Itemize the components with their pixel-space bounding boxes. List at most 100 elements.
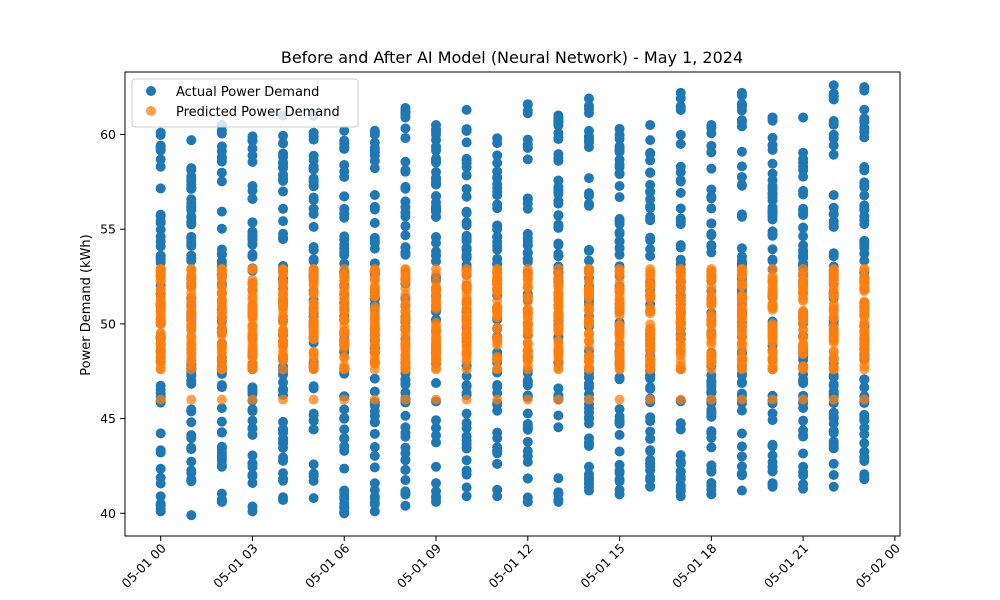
predicted-point: [614, 271, 625, 282]
actual-point: [400, 488, 411, 499]
actual-point: [828, 418, 839, 429]
predicted-point: [767, 292, 778, 303]
actual-point: [828, 428, 839, 439]
actual-point: [400, 379, 411, 390]
actual-point: [339, 424, 350, 435]
predicted-point: [400, 274, 411, 285]
actual-point: [186, 179, 197, 190]
predicted-point: [339, 352, 350, 363]
actual-point: [859, 429, 870, 440]
actual-point: [186, 219, 197, 230]
actual-point: [828, 190, 839, 201]
predicted-point: [461, 304, 472, 315]
actual-point: [706, 147, 717, 158]
predicted-point: [155, 328, 166, 339]
actual-point: [369, 204, 380, 215]
predicted-point: [859, 394, 870, 405]
predicted-point: [614, 302, 625, 313]
actual-point: [369, 150, 380, 161]
predicted-point: [186, 341, 197, 352]
actual-point: [767, 408, 778, 419]
actual-point: [216, 461, 227, 472]
predicted-point: [339, 326, 350, 337]
y-tick-label: 40: [100, 506, 116, 521]
actual-point: [645, 426, 656, 437]
predicted-point: [278, 364, 289, 375]
actual-point: [736, 179, 747, 190]
predicted-point: [308, 353, 319, 364]
actual-point: [522, 456, 533, 467]
actual-point: [798, 231, 809, 242]
x-tick-label: 05-01 15: [577, 541, 627, 591]
actual-point: [828, 90, 839, 101]
actual-point: [828, 208, 839, 219]
predicted-point: [247, 350, 258, 361]
predicted-point: [308, 329, 319, 340]
predicted-point: [767, 394, 778, 405]
actual-point: [247, 226, 258, 237]
predicted-point: [431, 269, 442, 280]
actual-point: [583, 461, 594, 472]
actual-point: [369, 416, 380, 427]
actual-point: [828, 248, 839, 259]
predicted-point: [247, 295, 258, 306]
actual-point: [614, 417, 625, 428]
actual-point: [522, 473, 533, 484]
actual-point: [736, 99, 747, 110]
predicted-point: [583, 268, 594, 279]
actual-point: [369, 462, 380, 473]
predicted-point: [216, 394, 227, 405]
actual-point: [431, 125, 442, 136]
actual-point: [522, 420, 533, 431]
predicted-point: [798, 315, 809, 326]
y-tick-label: 45: [100, 411, 116, 426]
predicted-point: [614, 286, 625, 297]
actual-point: [645, 147, 656, 158]
actual-point: [339, 191, 350, 202]
actual-point: [186, 171, 197, 182]
actual-point: [278, 138, 289, 149]
predicted-point: [798, 291, 809, 302]
predicted-point: [553, 362, 564, 373]
predicted-point: [645, 269, 656, 280]
predicted-point: [278, 293, 289, 304]
predicted-point: [400, 360, 411, 371]
actual-point: [216, 427, 227, 438]
actual-point: [308, 192, 319, 203]
predicted-point: [155, 339, 166, 350]
predicted-point: [675, 363, 686, 374]
predicted-point: [400, 333, 411, 344]
predicted-point: [798, 349, 809, 360]
actual-point: [645, 187, 656, 198]
actual-point: [308, 383, 319, 394]
predicted-point: [155, 284, 166, 295]
actual-point: [369, 373, 380, 384]
actual-point: [339, 463, 350, 474]
actual-point: [828, 441, 839, 452]
predicted-point: [369, 318, 380, 329]
chart-title: Before and After AI Model (Neural Networ…: [281, 48, 743, 67]
predicted-point: [645, 280, 656, 291]
predicted-point: [736, 343, 747, 354]
predicted-point: [278, 394, 289, 405]
predicted-point: [431, 300, 442, 311]
actual-point: [400, 165, 411, 176]
predicted-point: [553, 325, 564, 336]
actual-point: [553, 383, 564, 394]
actual-point: [278, 186, 289, 197]
predicted-point: [828, 306, 839, 317]
predicted-point: [431, 333, 442, 344]
predicted-point: [339, 335, 350, 346]
actual-point: [431, 256, 442, 267]
actual-point: [675, 457, 686, 468]
actual-point: [247, 150, 258, 161]
actual-point: [828, 129, 839, 140]
actual-point: [369, 217, 380, 228]
predicted-point: [492, 312, 503, 323]
actual-point: [522, 228, 533, 239]
actual-point: [645, 244, 656, 255]
actual-point: [369, 163, 380, 174]
actual-point: [339, 413, 350, 424]
actual-point: [706, 128, 717, 139]
